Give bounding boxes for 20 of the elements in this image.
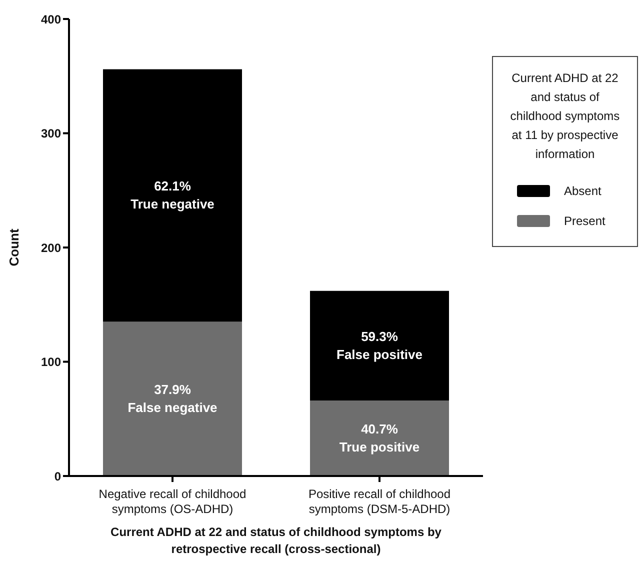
- y-tick-label: 0: [54, 469, 62, 484]
- annotation: 40.7% True positive: [339, 421, 420, 454]
- bar: [103, 69, 242, 322]
- bar: [310, 290, 449, 401]
- annotation: 37.9% False negative: [128, 382, 218, 415]
- bar: [310, 400, 449, 476]
- y-tick-label: 100: [40, 355, 62, 370]
- x-tick-label: Positive recall of childhood symptoms (DSM-5-ADHD): [308, 487, 451, 516]
- annotation: 62.1% True negative: [130, 178, 214, 212]
- annotation: 59.3% False positive: [336, 328, 422, 362]
- y-axis-title: Count: [6, 228, 22, 266]
- y-tick-label: 300: [40, 126, 62, 141]
- legend-title: Current ADHD at 22 and status of childhood symptoms at 11 by prospective information: [509, 70, 621, 163]
- x-tick-label: Negative recall of childhood symptoms (OS-ADHD): [98, 487, 246, 516]
- y-tick-label: 400: [40, 12, 62, 26]
- x-axis-title: Current ADHD at 22 and status of childhood symptoms by retrospective recall (cross-sectional): [110, 525, 442, 556]
- legend-label: Absent: [564, 184, 602, 198]
- y-tick-label: 200: [40, 240, 62, 255]
- bar: [103, 322, 242, 476]
- legend-label: Present: [564, 214, 606, 228]
